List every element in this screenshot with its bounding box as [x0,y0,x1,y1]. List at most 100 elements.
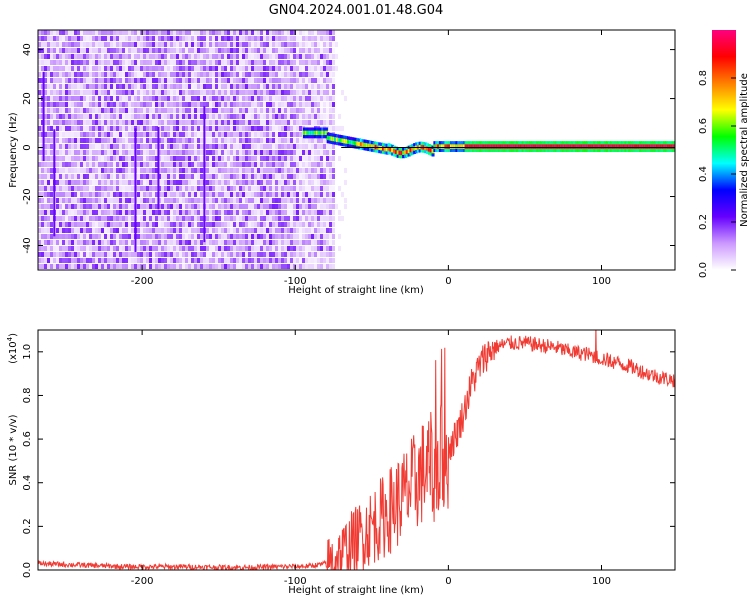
spectrogram-cell [110,132,113,137]
spectrogram-cell [239,120,242,125]
spectrogram-cell [182,138,185,143]
spectrogram-cell [164,168,167,173]
spectrogram-cell [260,162,263,167]
spectrogram-cell [290,258,293,263]
spectrogram-cell [302,162,305,167]
spectrogram-cell [218,108,221,113]
spectrogram-cell [254,162,257,167]
spectrogram-cell [212,204,215,209]
spectrogram-cell [248,132,251,137]
spectrogram-cell [323,60,326,65]
spectrogram-cell [218,138,221,143]
spectrogram-cell [257,168,260,173]
spectrogram-cell [266,162,269,167]
spectrogram-cell [68,72,71,77]
spectrogram-cell [305,48,308,53]
spectrogram-carrier-core [514,144,518,149]
spectrogram-cell [200,162,203,167]
spectrogram-cell [134,54,137,59]
spectrogram-cell [71,96,74,101]
spectrogram-cell [275,120,278,125]
spectrogram-cell [272,162,275,167]
colorbar-tick-label: 0.6 [698,118,709,134]
spectrogram-cell [299,156,302,161]
spectrogram-cell [176,102,179,107]
spectrogram-cell [113,72,116,77]
spectrogram-cell [107,204,110,209]
spectrogram-cell [236,198,239,203]
figure-title: GN04.2024.001.01.48.G04 [269,3,444,18]
spectrogram-cell [296,48,299,53]
spectrogram-cell [236,138,239,143]
spectrogram-cell [185,102,188,107]
colorbar-ticks: 0.00.20.40.60.8 [698,70,736,278]
spectrogram-cell [170,120,173,125]
spectrogram-cell [257,156,260,161]
spectrogram-cell [239,198,242,203]
spectrogram-cell [152,156,155,161]
spectrogram-cell [218,96,221,101]
spectrogram-cell [308,30,311,35]
spectrogram-cell [314,198,317,203]
spectrogram-cell [104,96,107,101]
spectrogram-cell [338,234,341,239]
spectrogram-cell [314,216,317,221]
spectrogram-cell [140,186,143,191]
spectrogram-cell [200,120,203,125]
spectrogram-cell [185,228,188,233]
spectrogram-cell [41,66,44,71]
spectrogram-cell [293,204,296,209]
spectrogram-cell [41,234,44,239]
spectrogram-cell [191,90,194,95]
spectrogram-cell [260,114,263,119]
spectrogram-cell [254,54,257,59]
spectrogram-cell [146,108,149,113]
spectrogram-cell [59,30,62,35]
spectrogram-cell [89,174,92,179]
spectrogram-cell [62,42,65,47]
spectrogram-cell [221,222,224,227]
spectrogram-cell [176,180,179,185]
spectrogram-cell [176,216,179,221]
spectrogram-cell [41,114,44,119]
spectrogram-cell [230,54,233,59]
spectrogram-cell [41,210,44,215]
spectrogram-cell [305,216,308,221]
spectrogram-cell [197,114,200,119]
spectrogram-cell [143,90,146,95]
spectrogram-cell [191,126,194,131]
spectrogram-cell [317,174,320,179]
spectrogram-cell [194,240,197,245]
spectrogram-cell [74,150,77,155]
spectrogram-cell [233,258,236,263]
colorbar-gradient [712,30,736,270]
spectrogram-cell [140,108,143,113]
spectrogram-cell [101,54,104,59]
spectrogram-cell [275,102,278,107]
spectrogram-cell [38,198,41,203]
spectrogram-cell [293,126,296,131]
spectrogram-cell [95,198,98,203]
spectrogram-cell [245,192,248,197]
spectrogram-cell [41,90,44,95]
spectrogram-cell [122,150,125,155]
spectrogram-cell [143,228,146,233]
spectrogram-cell [179,228,182,233]
spectrogram-cell [218,162,221,167]
spectrogram-carrier-core [460,144,464,149]
spectrogram-cell [233,180,236,185]
spectrogram-cell [317,228,320,233]
spectrogram-cell [209,42,212,47]
spectrogram-cell [314,48,317,53]
spectrogram-cell [41,174,44,179]
spectrogram-cell [260,258,263,263]
spectrogram-cell [257,180,260,185]
spectrogram-cell [176,42,179,47]
spectrogram-cell [203,246,206,251]
spectrogram-cell [86,234,89,239]
spectrogram-cell [290,96,293,101]
spectrogram-cell [281,42,284,47]
spectrogram-cell [119,180,122,185]
spectrogram-cell [101,138,104,143]
spectrogram-cell [209,264,212,269]
